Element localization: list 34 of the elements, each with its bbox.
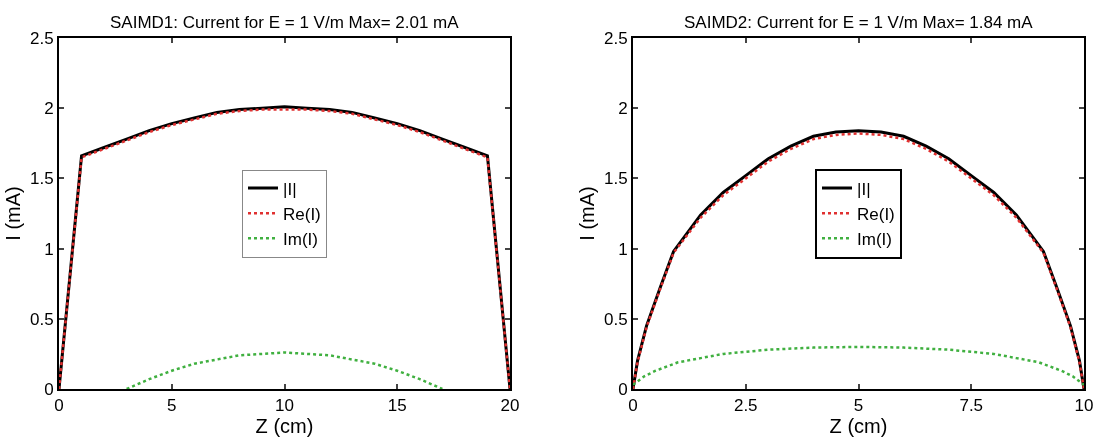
legend-label: Im(I)	[857, 229, 892, 249]
x-tick-label: 10	[275, 396, 294, 416]
x-tick-label: 2.5	[733, 396, 758, 416]
line-series	[633, 345, 1084, 387]
y-tick-label: 2.5	[603, 28, 628, 48]
y-axis-title: I (mA)	[575, 186, 598, 241]
legend-label: |I|	[283, 179, 297, 199]
x-tick-label: 15	[387, 396, 407, 416]
x-tick-label: 7.5	[959, 396, 984, 416]
y-axis-title: I (mA)	[1, 186, 24, 241]
x-tick-label: 5	[853, 396, 864, 416]
legend-label: Re(I)	[283, 204, 321, 224]
x-axis-title: Z (cm)	[829, 415, 888, 438]
y-tick-label: 0.5	[603, 309, 628, 329]
y-tick-label: 2.5	[29, 28, 54, 48]
y-tick-label: 1.5	[29, 169, 54, 189]
x-tick-label: 20	[500, 396, 520, 416]
chart-title: SAIMD1: Current for E = 1 V/m Max= 2.01 mA	[110, 13, 460, 32]
x-tick-label: 5	[167, 396, 177, 416]
chart-title: SAIMD2: Current for E = 1 V/m Max= 1.84 mA	[684, 13, 1034, 32]
y-tick-label: 0	[618, 379, 628, 399]
y-tick-label: 2	[44, 99, 54, 119]
y-tick-label: 1.5	[603, 169, 628, 189]
x-tick-label: 10	[1074, 396, 1094, 416]
y-tick-label: 0	[44, 379, 54, 399]
x-axis-title: Z (cm)	[255, 415, 314, 438]
legend-label: Im(I)	[283, 229, 318, 249]
line-series	[125, 351, 444, 389]
y-tick-label: 0.5	[29, 309, 54, 329]
y-tick-label: 2	[618, 99, 628, 119]
legend-label: |I|	[857, 179, 871, 199]
y-tick-label: 1	[44, 239, 54, 259]
y-tick-label: 1	[618, 239, 628, 259]
legend-label: Re(I)	[857, 204, 895, 224]
